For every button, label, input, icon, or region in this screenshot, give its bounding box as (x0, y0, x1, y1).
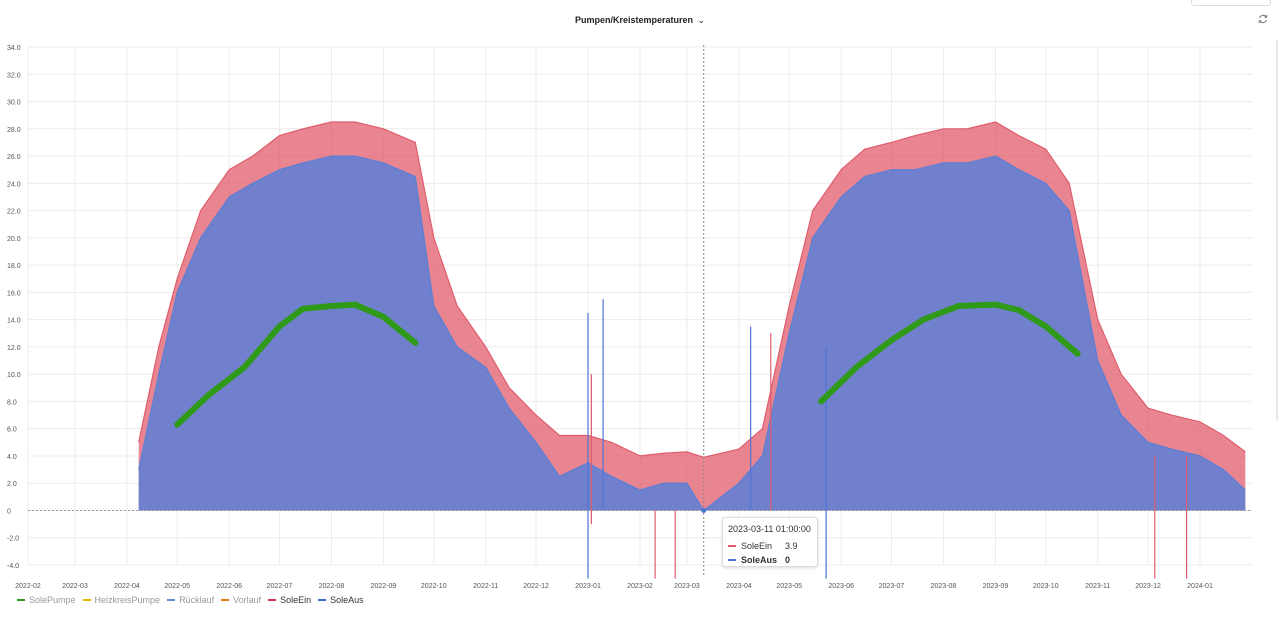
y-tick-label: -2.0 (7, 536, 19, 543)
x-tick-label: 2022-04 (114, 583, 140, 590)
x-tick-label: 2023-09 (983, 583, 1009, 590)
legend-item-vorlauf[interactable]: Vorlauf (221, 595, 261, 605)
chart-tooltip: 2023-03-11 01:00:00 SoleEin 3.9 SoleAus … (722, 517, 818, 567)
y-tick-label: 14.0 (7, 318, 21, 325)
x-tick-label: 2022-02 (15, 583, 41, 590)
line-soleein (138, 121, 1246, 458)
y-tick-label: 4.0 (7, 454, 17, 461)
cursor-point (701, 507, 707, 513)
y-tick-label: 16.0 (7, 290, 21, 297)
x-tick-label: 2023-11 (1085, 583, 1110, 590)
refresh-icon[interactable] (1257, 13, 1269, 25)
y-tick-label: 12.0 (7, 345, 21, 352)
x-tick-label: 2023-06 (828, 583, 854, 590)
y-tick-label: 6.0 (7, 427, 17, 434)
legend-label: Rücklauf (179, 595, 215, 605)
x-tick-label: 2023-04 (726, 583, 752, 590)
legend-swatch (17, 599, 25, 601)
x-tick-label: 2022-11 (473, 583, 498, 590)
y-tick-label: 2.0 (7, 481, 17, 488)
tooltip-row: SoleEin 3.9 (728, 539, 817, 553)
chart-areas (138, 121, 1246, 512)
legend-label: SolePumpe (29, 595, 76, 605)
chart-axes: -4.0 -2.0 0 2.0 4.0 6.0 8.0 10.0 12.0 14.0 16.0 18.… (7, 45, 1252, 590)
x-tick-label: 2022-08 (319, 583, 345, 590)
y-tick-label: 32.0 (7, 72, 21, 79)
panel-title[interactable]: Pumpen/Kreistemperaturen ⌄ (0, 15, 1280, 26)
legend-item-solepumpe[interactable]: SolePumpe (17, 595, 76, 605)
tooltip-swatch (728, 545, 736, 547)
legend-item-ruecklauf[interactable]: Rücklauf (167, 595, 214, 605)
legend-swatch (318, 599, 327, 601)
chart-spikes (587, 299, 1188, 579)
x-tick-label: 2022-09 (371, 583, 397, 590)
y-tick-label: 30.0 (7, 100, 21, 107)
panel-title-text: Pumpen/Kreistemperaturen (574, 15, 693, 25)
x-tick-label: 2023-02 (627, 583, 653, 590)
x-tick-label: 2023-05 (776, 583, 802, 590)
tooltip-series-value: 3.9 (785, 541, 798, 551)
x-tick-label: 2023-08 (931, 583, 957, 590)
legend-label: SoleAus (330, 595, 364, 605)
x-tick-label: 2022-05 (164, 583, 190, 590)
tooltip-series-value: 0 (785, 555, 791, 565)
legend-label: HeizkreisPumpe (94, 595, 161, 605)
x-tick-label: 2022-03 (62, 583, 88, 590)
line-soleaus (138, 155, 1246, 512)
scrollbar[interactable] (1276, 40, 1278, 420)
chevron-down-icon: ⌄ (697, 15, 706, 25)
tooltip-series-name: SoleEin (741, 541, 773, 551)
y-tick-label: 10.0 (7, 372, 21, 379)
x-tick-label: 2022-07 (267, 583, 293, 590)
trend-line (174, 301, 419, 428)
tooltip-swatch (728, 559, 736, 561)
y-tick-label: 0 (7, 508, 11, 515)
x-tick-label: 2023-03 (674, 583, 700, 590)
tooltip-series-name: SoleAus (741, 555, 778, 565)
tooltip-row: SoleAus 0 (728, 553, 817, 567)
y-tick-label: 18.0 (7, 263, 21, 270)
y-tick-label: -4.0 (7, 563, 19, 570)
trend-line (818, 301, 1081, 405)
legend-item-heizkreispumpe[interactable]: HeizkreisPumpe (82, 595, 161, 605)
legend-item-soleaus[interactable]: SoleAus (318, 595, 364, 605)
y-tick-label: 20.0 (7, 236, 21, 243)
x-tick-label: 2023-01 (575, 583, 601, 590)
y-tick-label: 34.0 (7, 45, 21, 52)
y-tick-label: 24.0 (7, 181, 21, 188)
area-soleaus (138, 156, 1246, 511)
legend-swatch (167, 599, 176, 601)
legend-swatch (82, 599, 91, 601)
x-tick-label: 2022-10 (421, 583, 447, 590)
x-tick-label: 2024-01 (1187, 583, 1213, 590)
y-tick-label: 28.0 (7, 127, 21, 134)
chart-cursor (701, 45, 707, 575)
x-tick-label: 2023-10 (1033, 583, 1059, 590)
y-tick-label: 8.0 (7, 399, 17, 406)
tooltip-time: 2023-03-11 01:00:00 (728, 524, 811, 534)
y-tick-label: 22.0 (7, 209, 21, 216)
x-tick-label: 2022-12 (523, 583, 549, 590)
legend-swatch (221, 599, 230, 601)
legend-item-soleein[interactable]: SoleEin (268, 595, 311, 605)
legend-swatch (268, 599, 277, 601)
legend-label: Vorlauf (233, 595, 262, 605)
legend-label: SoleEin (280, 595, 312, 605)
x-tick-label: 2023-07 (879, 583, 905, 590)
x-tick-label: 2022-06 (216, 583, 242, 590)
chart-legend: SolePumpe HeizkreisPumpe Rücklauf Vorlau… (17, 594, 371, 606)
time-range-box[interactable] (1191, 0, 1271, 6)
chart-trend-lines (174, 301, 1081, 428)
x-tick-label: 2023-12 (1135, 583, 1161, 590)
y-tick-label: 26.0 (7, 154, 21, 161)
